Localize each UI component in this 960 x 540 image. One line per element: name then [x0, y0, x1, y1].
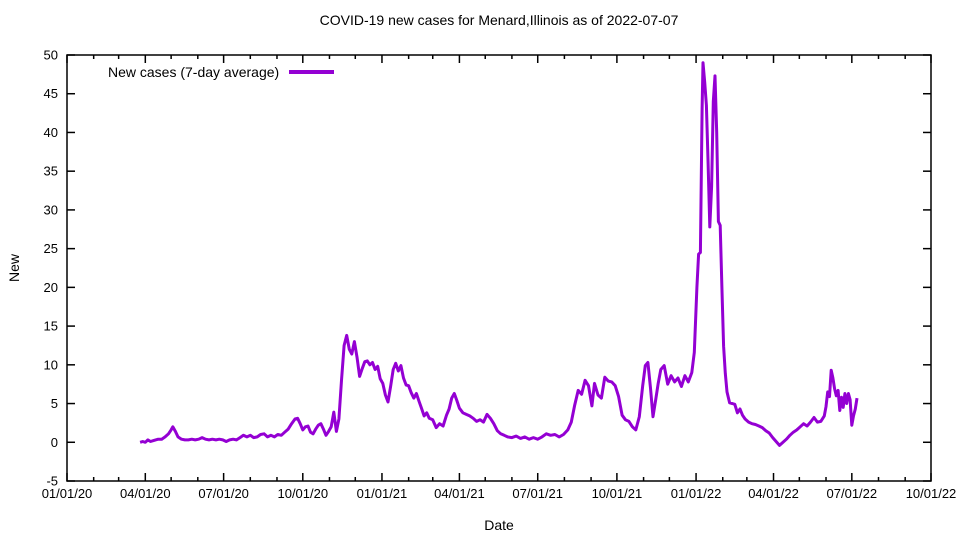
- chart-title: COVID-19 new cases for Menard,Illinois a…: [319, 12, 679, 28]
- y-tick-label: 30: [44, 202, 58, 217]
- legend-line-sample: [289, 70, 335, 74]
- x-tick-label: 04/01/22: [748, 486, 799, 501]
- x-tick-label: 10/01/22: [906, 486, 957, 501]
- legend: New cases (7-day average): [108, 64, 335, 80]
- y-tick-label: 10: [44, 357, 58, 372]
- y-tick-label: 45: [44, 86, 58, 101]
- x-tick-label: 04/01/20: [120, 486, 171, 501]
- y-tick-label: 5: [51, 396, 58, 411]
- x-axis-label: Date: [484, 517, 514, 533]
- y-axis-label: New: [6, 253, 22, 283]
- y-tick-label: 15: [44, 319, 58, 334]
- x-tick-label: 04/01/21: [434, 486, 485, 501]
- x-tick-label: 07/01/22: [827, 486, 878, 501]
- y-tick-label: 20: [44, 280, 58, 295]
- series-line: [139, 61, 859, 447]
- legend-label: New cases (7-day average): [108, 64, 280, 80]
- x-tick-label: 10/01/20: [277, 486, 328, 501]
- x-tick-label: 07/01/20: [198, 486, 249, 501]
- y-tick-label: 0: [51, 435, 58, 450]
- x-tick-label: 07/01/21: [512, 486, 563, 501]
- y-tick-label: -5: [46, 474, 58, 489]
- x-tick-label: 01/01/20: [42, 486, 93, 501]
- plot-border: [66, 54, 932, 482]
- x-tick-label: 01/01/22: [671, 486, 722, 501]
- y-tick-label: 25: [44, 241, 58, 256]
- y-tick-label: 50: [44, 48, 58, 63]
- y-tick-label: 40: [44, 125, 58, 140]
- x-tick-label: 01/01/21: [357, 486, 408, 501]
- y-tick-label: 35: [44, 164, 58, 179]
- x-tick-label: 10/01/21: [592, 486, 643, 501]
